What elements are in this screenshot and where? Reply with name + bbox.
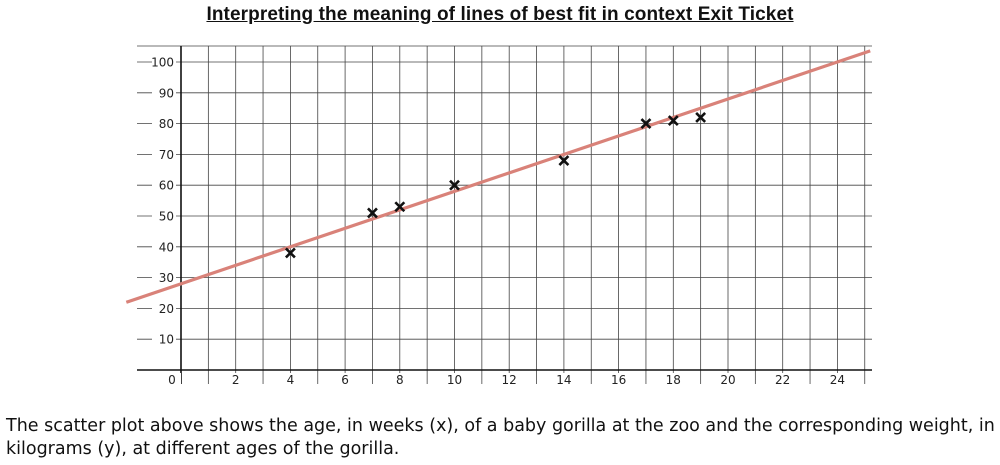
y-tick-label: 100 (151, 56, 174, 70)
x-tick-label: 10 (447, 373, 462, 387)
point-stroke (558, 155, 570, 166)
grid (137, 45, 872, 384)
x-tick-label-bg (500, 373, 519, 387)
y-tick-label-bg (152, 331, 176, 347)
x-tick-label: 12 (502, 373, 517, 387)
y-tick-label: 10 (159, 333, 174, 347)
x-tick-label-bg (828, 373, 847, 387)
x-tick-label: 0 (168, 373, 176, 387)
y-tick-label: 70 (159, 148, 174, 162)
x-tick-label-bg (336, 373, 355, 387)
y-tick-label: 80 (159, 117, 174, 131)
x-tick-label-bg (609, 373, 628, 387)
x-tick-label: 24 (830, 373, 845, 387)
y-tick-label-bg (152, 115, 176, 131)
data-point (558, 155, 570, 166)
x-tick-label: 8 (396, 373, 404, 387)
point-stroke (449, 179, 460, 191)
y-tick-label-bg (152, 54, 176, 69)
y-tick-label-bg (152, 300, 176, 316)
caption-text: The scatter plot above shows the age, in… (6, 416, 995, 459)
x-tick-label: 4 (287, 373, 295, 387)
y-tick-label-bg (152, 84, 176, 100)
point-stroke (284, 247, 296, 259)
y-tick-label-bg (152, 238, 176, 254)
x-tick-label: 2 (232, 373, 240, 387)
data-points (284, 112, 707, 259)
x-tick-label-bg (163, 373, 181, 387)
point-stroke (640, 118, 652, 130)
x-tick-label-bg (226, 373, 245, 387)
x-tick-label-bg (445, 373, 464, 387)
data-point (394, 201, 406, 213)
point-stroke (667, 115, 679, 126)
y-tick-label: 30 (159, 271, 174, 285)
x-tick-label: 18 (666, 373, 681, 387)
x-tick-label-bg (664, 373, 683, 387)
y-tick-label-bg (152, 177, 176, 193)
page-title: Interpreting the meaning of lines of bes… (206, 4, 794, 25)
data-point (640, 118, 652, 130)
x-tick-label-bg (281, 373, 300, 387)
x-tick-label-bg (719, 373, 737, 387)
axes (137, 46, 872, 384)
y-tick-label: 90 (159, 86, 174, 100)
point-stroke (695, 112, 707, 123)
best-fit-line (125, 49, 871, 304)
best-fit-line-group (125, 49, 871, 304)
x-tick-label: 14 (556, 373, 571, 387)
y-tick-label-bg (152, 146, 176, 162)
y-tick-label-bg (152, 208, 176, 223)
point-stroke (367, 207, 378, 219)
y-tick-label: 20 (159, 302, 174, 316)
data-point (284, 247, 296, 259)
x-tick-label-bg (773, 373, 792, 387)
data-point (449, 179, 460, 191)
data-point (367, 207, 378, 219)
data-point (695, 112, 707, 123)
y-tick-label: 40 (159, 240, 174, 254)
x-tick-label: 22 (775, 373, 790, 387)
point-stroke (394, 201, 406, 213)
x-tick-label: 16 (611, 373, 626, 387)
y-tick-label-bg (152, 269, 176, 285)
y-tick-label: 50 (159, 210, 174, 224)
x-tick-label: 6 (341, 373, 349, 387)
y-tick-label: 60 (159, 179, 174, 193)
x-tick-label-bg (554, 373, 573, 387)
data-point (667, 115, 679, 126)
x-tick-label: 20 (720, 373, 735, 387)
x-tick-label-bg (390, 373, 409, 387)
